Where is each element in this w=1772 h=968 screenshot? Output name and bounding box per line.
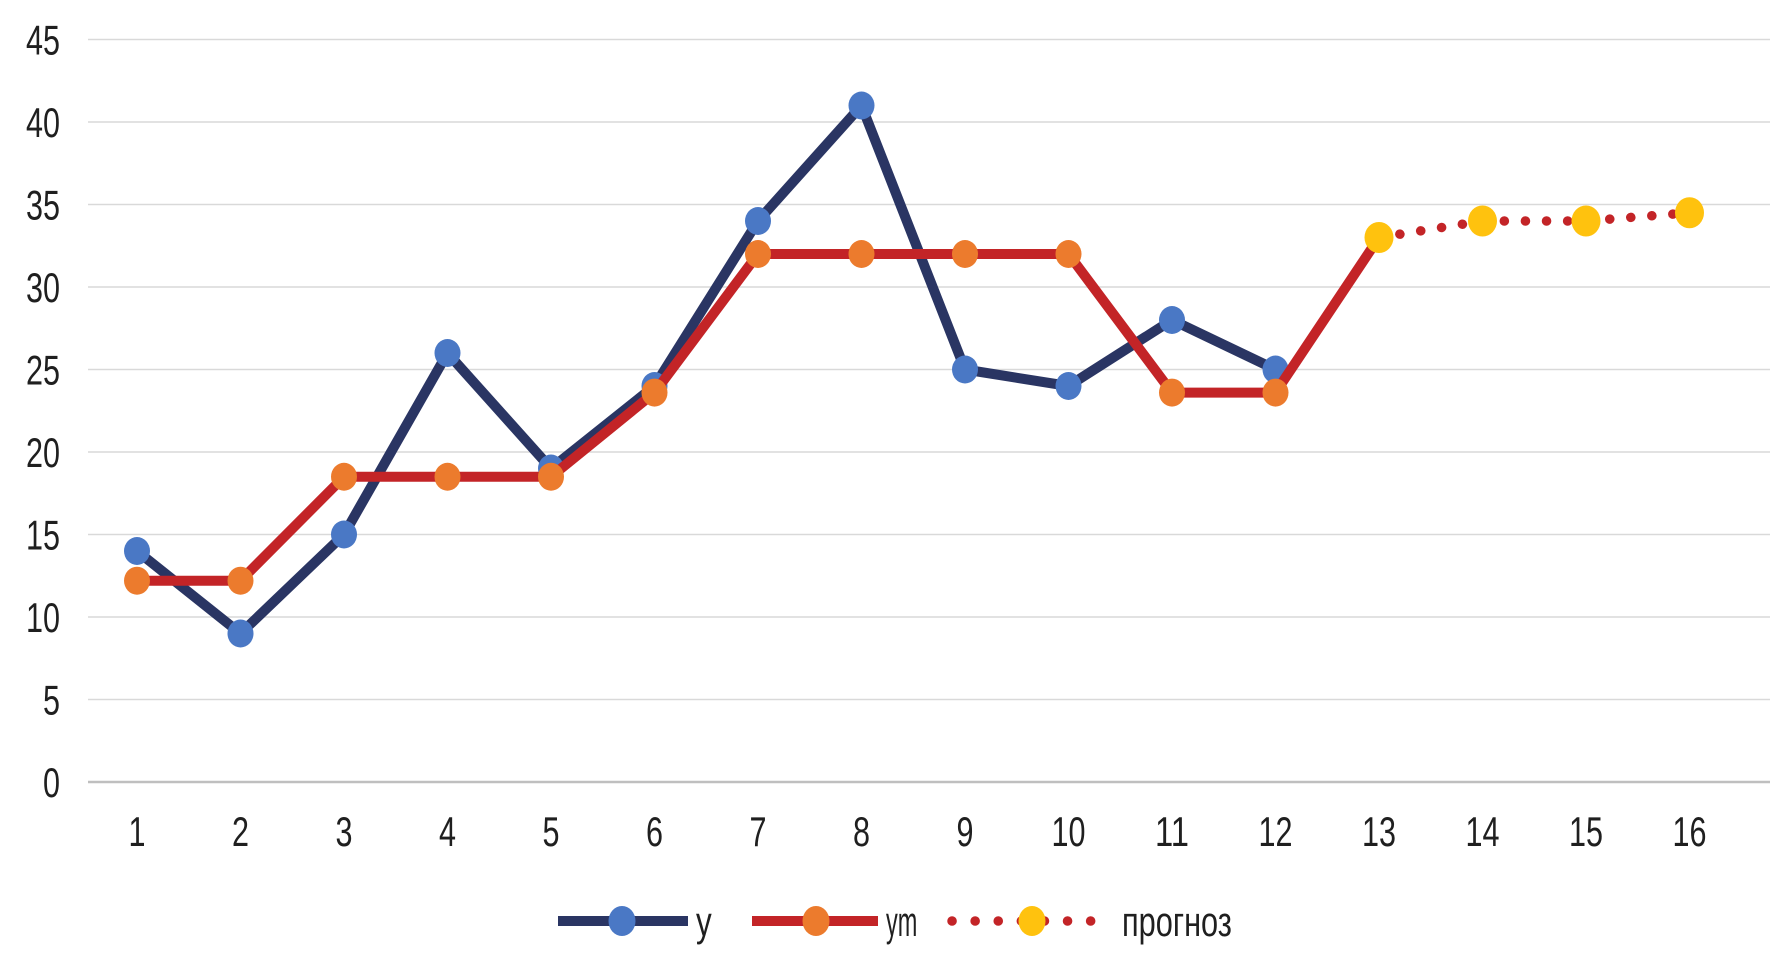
legend-ym-marker-swatch bbox=[802, 906, 830, 936]
series-ym-marker bbox=[538, 462, 564, 491]
series-прогноз-marker bbox=[1468, 205, 1497, 237]
x-axis-tick-label: 15 bbox=[1569, 808, 1603, 855]
series-y-marker bbox=[1055, 372, 1082, 400]
series-y-marker bbox=[124, 537, 150, 565]
series-y-marker bbox=[434, 339, 461, 367]
series-ym-marker bbox=[227, 566, 254, 595]
series-y-marker bbox=[745, 207, 771, 235]
x-axis-tick-label: 7 bbox=[750, 808, 767, 855]
y-axis-tick-label: 20 bbox=[26, 429, 60, 476]
y-axis-tick-label: 45 bbox=[26, 17, 60, 64]
series-y-marker bbox=[952, 355, 978, 384]
series-прогноз bbox=[1364, 197, 1704, 253]
series-ym-marker bbox=[1159, 378, 1185, 407]
legend-label-прогноз: прогноз bbox=[1122, 898, 1232, 945]
y-axis-tick-label: 15 bbox=[26, 512, 60, 559]
y-axis-tick-label: 40 bbox=[26, 99, 60, 146]
x-axis-tick-label: 9 bbox=[957, 808, 974, 855]
legend-item-прогноз: прогноз bbox=[947, 898, 1232, 945]
x-axis-tick-label: 16 bbox=[1673, 808, 1707, 855]
legend-y-marker-swatch bbox=[608, 906, 636, 936]
y-axis-tick-label: 30 bbox=[26, 264, 60, 311]
series-y bbox=[124, 91, 1289, 648]
series-прогноз-line bbox=[1374, 208, 1695, 243]
x-axis-tick-label: 11 bbox=[1155, 808, 1189, 855]
x-axis-tick-label: 14 bbox=[1466, 808, 1500, 855]
series-layer bbox=[124, 91, 1704, 648]
series-y-marker bbox=[227, 619, 254, 648]
series-ym-marker bbox=[331, 462, 357, 491]
x-axis-tick-label: 10 bbox=[1052, 808, 1086, 855]
series-ym-marker bbox=[745, 240, 771, 268]
series-ym-marker bbox=[952, 240, 978, 268]
legend-label-ym: ym bbox=[886, 898, 917, 945]
series-ym-marker bbox=[641, 378, 668, 407]
x-axis-tick-label: 2 bbox=[232, 808, 249, 855]
gridlines-layer bbox=[88, 38, 1770, 784]
y-axis-tick-labels: 0 5 10 15 20 25 30 35 40 45 bbox=[26, 17, 60, 807]
legend: y ym прогноз bbox=[558, 898, 1232, 945]
legend-label-y: y bbox=[696, 898, 712, 945]
x-axis-tick-label: 3 bbox=[336, 808, 353, 855]
series-y-line bbox=[133, 100, 1278, 639]
series-ym-marker bbox=[434, 462, 461, 491]
x-axis-tick-label: 12 bbox=[1259, 808, 1293, 855]
y-axis-tick-label: 10 bbox=[26, 594, 60, 641]
x-axis-tick-label: 4 bbox=[439, 808, 456, 855]
series-ym-marker bbox=[1262, 378, 1289, 407]
x-axis-tick-label: 5 bbox=[543, 808, 560, 855]
x-axis-tick-label: 8 bbox=[853, 808, 870, 855]
series-ym-marker bbox=[1055, 240, 1082, 268]
x-axis-tick-label: 13 bbox=[1362, 808, 1396, 855]
x-axis-tick-label: 1 bbox=[129, 808, 146, 855]
legend-прогноз-marker-swatch bbox=[1018, 906, 1046, 936]
series-ym-line bbox=[137, 234, 1384, 586]
y-axis-tick-label: 5 bbox=[43, 677, 60, 724]
series-y-marker bbox=[848, 91, 875, 120]
series-ym bbox=[124, 223, 1392, 595]
series-прогноз-marker bbox=[1364, 222, 1394, 253]
series-y-marker bbox=[1159, 306, 1185, 334]
series-y-marker bbox=[331, 520, 357, 549]
series-ym-marker bbox=[124, 566, 150, 595]
series-ym-marker bbox=[848, 240, 875, 268]
series-прогноз-marker bbox=[1675, 197, 1704, 229]
y-axis-tick-label: 35 bbox=[26, 182, 60, 229]
legend-item-ym: ym bbox=[752, 898, 917, 945]
series-прогноз-marker bbox=[1571, 205, 1601, 237]
x-axis-tick-labels: 1 2 3 4 5 6 7 8 9 10 11 12 13 14 15 16 bbox=[129, 808, 1707, 855]
x-axis-tick-label: 6 bbox=[646, 808, 663, 855]
y-axis-tick-label: 25 bbox=[26, 347, 60, 394]
legend-item-y: y bbox=[558, 898, 712, 945]
y-axis-tick-label: 0 bbox=[43, 759, 60, 806]
